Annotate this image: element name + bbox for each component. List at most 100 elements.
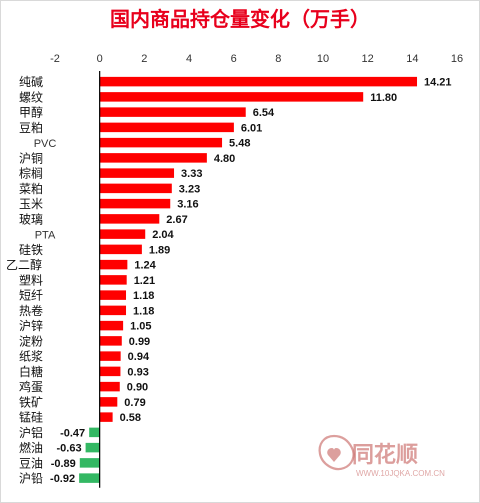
bar [99, 229, 146, 239]
bar [99, 92, 364, 102]
bar [99, 122, 234, 133]
bar [99, 153, 207, 163]
bar [99, 397, 118, 407]
category-label: 玻璃 [19, 212, 43, 226]
bar [99, 290, 127, 300]
category-label: 短纤 [19, 289, 43, 303]
x-tick-label: 10 [317, 53, 329, 65]
x-tick-label: 2 [141, 53, 147, 65]
category-label: 硅铁 [19, 243, 43, 257]
bar [99, 351, 121, 361]
value-label: 6.01 [241, 122, 262, 134]
bar [99, 198, 171, 209]
x-tick-label: 14 [406, 53, 418, 65]
value-label: 0.94 [128, 351, 150, 363]
value-label: 2.67 [166, 214, 187, 226]
value-label: -0.47 [60, 427, 85, 439]
value-label: 1.24 [134, 260, 156, 272]
bar [89, 427, 100, 438]
bars [79, 76, 418, 483]
value-label: -0.92 [50, 473, 75, 485]
bar [85, 442, 100, 453]
value-label: 3.16 [177, 199, 198, 211]
watermark-url: WWW.10JQKA.COM.CN [356, 469, 445, 478]
bar [79, 473, 100, 483]
x-tick-label: 12 [362, 53, 374, 65]
category-label: 热卷 [19, 303, 43, 318]
x-tick-label: 8 [275, 53, 281, 65]
bar [99, 168, 175, 178]
category-label: 塑料 [19, 272, 43, 287]
category-label: 沪锌 [19, 319, 43, 333]
bar [99, 336, 122, 346]
bar [99, 244, 142, 255]
category-label: 淀粉 [19, 334, 43, 348]
value-label: 5.48 [229, 138, 250, 150]
category-label: 棕榈 [19, 166, 43, 181]
bar [99, 275, 127, 285]
value-label: 3.23 [179, 183, 200, 195]
bar [99, 76, 418, 87]
category-label: 纸浆 [19, 349, 43, 364]
category-label: 锰硅 [19, 410, 43, 425]
value-label: -0.89 [51, 458, 76, 470]
x-tick-label: 4 [186, 53, 192, 65]
value-label: 0.93 [127, 366, 148, 378]
x-tick-label: -2 [50, 53, 60, 65]
x-tick-labels: -2 0 2 4 6 8 10 12 14 16 [50, 53, 463, 65]
bar [99, 183, 172, 194]
category-label: 豆粕 [19, 120, 43, 135]
value-label: 1.05 [130, 321, 151, 333]
x-tick-label: 6 [231, 53, 237, 65]
category-label: 铁矿 [19, 395, 43, 409]
category-label: 豆油 [19, 456, 43, 470]
chart-title: 国内商品持仓量变化（万手） [110, 7, 370, 31]
value-label: 0.58 [120, 412, 141, 424]
value-label: 6.54 [253, 107, 275, 119]
watermark-logo-icon [318, 434, 355, 471]
value-label: 0.79 [124, 397, 145, 409]
category-label: 白糖 [19, 364, 43, 379]
category-label: 沪铝 [19, 425, 43, 440]
value-label: 4.80 [214, 153, 235, 165]
watermark: 同花顺 WWW.10JQKA.COM.CN [318, 434, 445, 478]
bar [99, 320, 124, 331]
category-label: 乙二醇 [6, 257, 42, 272]
value-label: 1.21 [134, 275, 155, 287]
value-label: 0.90 [127, 382, 148, 394]
value-label: 11.80 [370, 92, 397, 104]
value-label: 1.18 [133, 290, 154, 302]
bar [79, 458, 100, 468]
category-label: PTA [35, 230, 56, 242]
bar [99, 381, 120, 392]
value-label: 1.89 [149, 244, 170, 256]
category-label: 燃油 [19, 440, 43, 455]
value-label: 0.99 [129, 336, 150, 348]
value-label: 1.18 [133, 305, 154, 317]
x-tick-label: 16 [451, 53, 463, 65]
category-label: 沪铜 [19, 150, 43, 165]
category-label: 鸡蛋 [19, 379, 43, 394]
value-label: 2.04 [152, 229, 174, 241]
bar [99, 214, 160, 224]
watermark-text: 同花顺 [352, 442, 418, 468]
category-label: 菜粕 [19, 181, 43, 196]
bar [99, 259, 128, 270]
category-label: 沪铅 [19, 472, 43, 486]
category-label: 纯碱 [19, 75, 43, 89]
category-label: 玉米 [19, 197, 43, 211]
value-label: -0.63 [57, 443, 82, 455]
value-label: 3.33 [181, 168, 202, 180]
category-label: 螺纹 [19, 90, 43, 104]
x-tick-label: 0 [97, 53, 103, 65]
bar [99, 137, 223, 148]
bar [99, 412, 113, 422]
value-labels: 14.21 11.80 6.54 6.01 5.48 4.80 3.33 3.23 3.16 2.… [50, 77, 452, 486]
category-label: 甲醇 [19, 105, 43, 120]
bar [99, 107, 246, 117]
bar [99, 366, 121, 377]
value-label: 14.21 [424, 77, 452, 89]
category-label: PVC [34, 138, 57, 150]
